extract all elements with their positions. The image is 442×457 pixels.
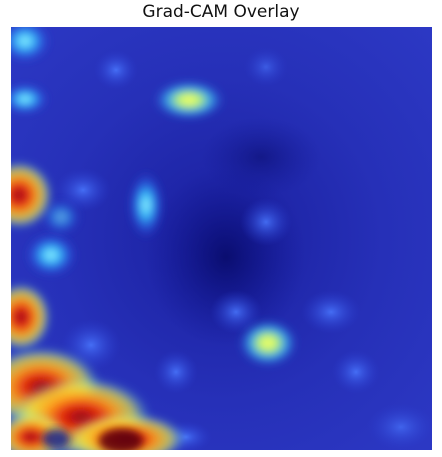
gradcam-heatmap-image: [11, 27, 432, 450]
figure-title: Grad-CAM Overlay: [142, 2, 300, 22]
